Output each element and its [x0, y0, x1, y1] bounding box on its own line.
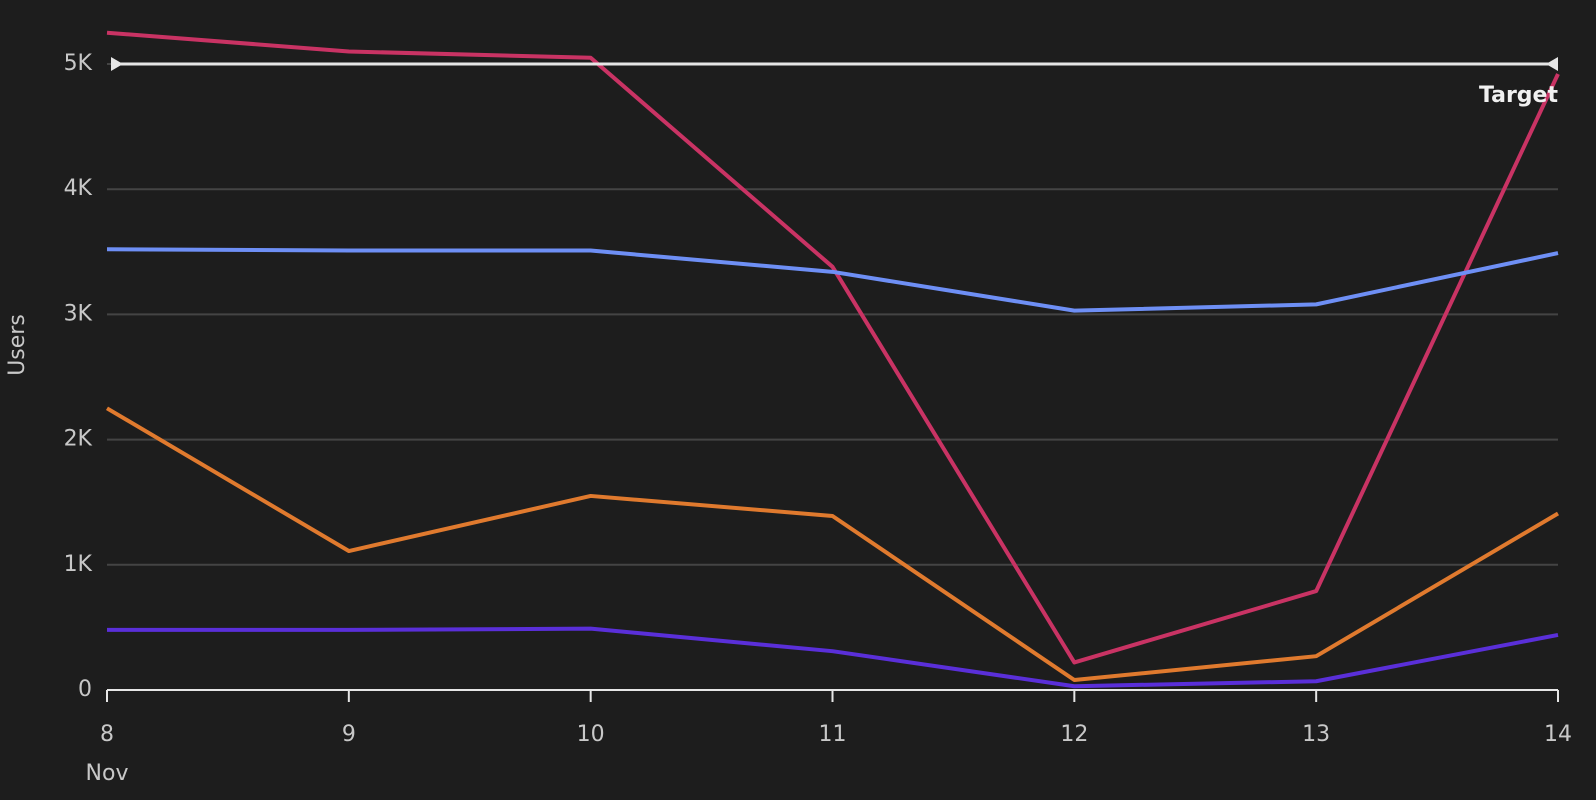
x-tick-label: 13	[1302, 722, 1330, 747]
x-sublabel: Nov	[86, 761, 129, 786]
series-line	[105, 406, 1560, 682]
x-tick-label: 8	[100, 722, 114, 747]
y-tick-label: 1K	[64, 552, 93, 577]
y-tick-label: 0	[78, 677, 92, 702]
x-tick-label: 11	[819, 722, 847, 747]
x-tick-label: 14	[1544, 722, 1572, 747]
series-line	[106, 247, 1559, 313]
y-tick-label: 4K	[64, 176, 93, 201]
target-label: Target	[1479, 83, 1559, 108]
y-tick-label: 2K	[64, 427, 93, 452]
target-marker	[1546, 57, 1558, 71]
x-tick-label: 12	[1060, 722, 1088, 747]
x-tick-label: 10	[577, 722, 605, 747]
target-marker	[111, 57, 123, 71]
x-tick-label: 9	[342, 722, 356, 747]
y-tick-label: 3K	[64, 301, 93, 326]
y-axis-title: Users	[5, 314, 30, 376]
y-tick-label: 5K	[64, 51, 93, 76]
series-line	[107, 626, 1559, 689]
series-line	[106, 30, 1560, 665]
